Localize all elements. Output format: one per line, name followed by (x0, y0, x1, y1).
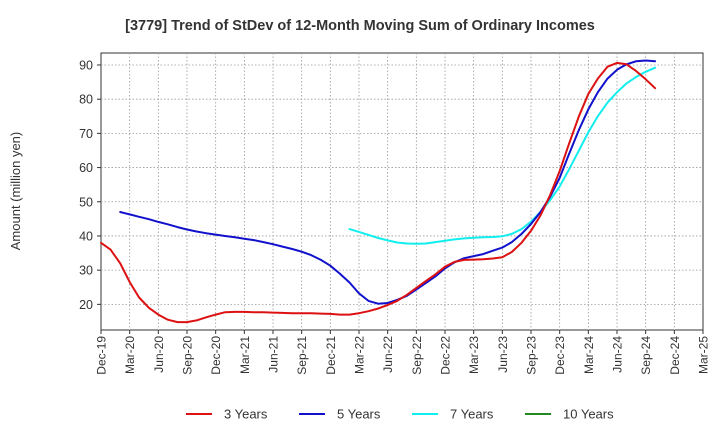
x-tick-label: Mar-23 (467, 336, 481, 374)
x-tick-label: Dec-20 (209, 336, 223, 375)
x-tick-label: Sep-23 (525, 336, 539, 375)
x-tick-label: Sep-24 (639, 336, 653, 375)
x-tick-label: Jun-22 (381, 336, 395, 373)
x-tick-label: Dec-19 (95, 336, 109, 375)
series-line-5-years (119, 59, 657, 305)
x-tick-label: Jun-21 (267, 336, 281, 373)
x-tick-label: Sep-20 (181, 336, 195, 375)
x-tick-label: Mar-21 (238, 336, 252, 374)
legend: 3 Years 5 Years 7 Years 10 Years (186, 407, 614, 422)
x-tick-label: Mar-25 (697, 336, 711, 374)
y-tick-label: 60 (79, 161, 93, 175)
y-tick-label: 70 (79, 127, 93, 141)
x-tick-label: Mar-20 (123, 336, 137, 374)
legend-label: 3 Years (224, 407, 268, 422)
y-axis-label: Amount (million yen) (8, 132, 23, 251)
y-tick-label: 50 (79, 195, 93, 209)
x-axis-ticks: Dec-19 Mar-20 Jun-20 Sep-20 Dec-20 Mar-21 Jun-… (95, 330, 711, 375)
y-tick-label: 20 (79, 298, 93, 312)
y-axis-ticks: 20 30 40 50 60 70 80 90 (79, 58, 101, 312)
x-tick-label: Mar-22 (353, 336, 367, 374)
series-lines (100, 59, 657, 324)
plot-area (100, 52, 704, 331)
x-tick-label: Dec-24 (668, 336, 682, 375)
x-tick-label: Dec-23 (553, 336, 567, 375)
x-tick-label: Sep-21 (295, 336, 309, 375)
x-tick-label: Jun-23 (496, 336, 510, 373)
x-tick-label: Jun-24 (611, 336, 625, 373)
legend-label: 5 Years (337, 407, 381, 422)
grid-lines (101, 53, 703, 330)
x-tick-label: Sep-22 (410, 336, 424, 375)
y-tick-label: 30 (79, 264, 93, 278)
y-tick-label: 80 (79, 93, 93, 107)
x-tick-label: Dec-21 (324, 336, 338, 375)
chart-title: [3779] Trend of StDev of 12-Month Moving… (125, 18, 595, 34)
legend-label: 7 Years (450, 407, 494, 422)
series-line-3-years (100, 61, 657, 324)
series-line-7-years (348, 66, 657, 245)
y-tick-label: 90 (79, 58, 93, 72)
x-tick-label: Jun-20 (152, 336, 166, 373)
x-tick-label: Dec-22 (439, 336, 453, 375)
x-tick-label: Mar-24 (582, 336, 596, 374)
y-tick-label: 40 (79, 229, 93, 243)
legend-label: 10 Years (563, 407, 614, 422)
